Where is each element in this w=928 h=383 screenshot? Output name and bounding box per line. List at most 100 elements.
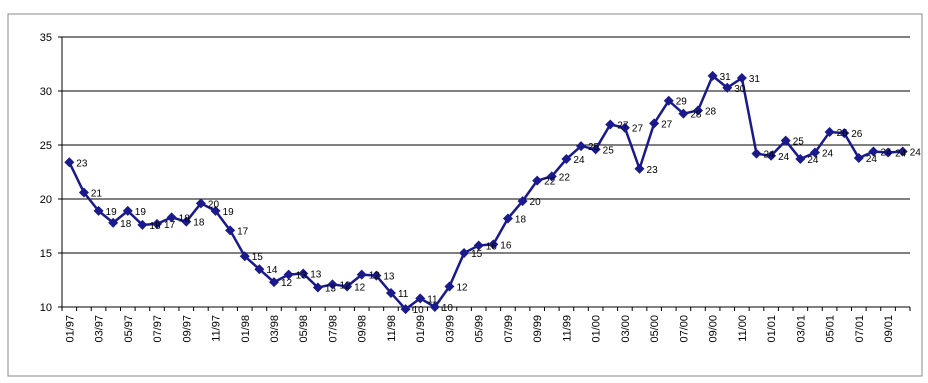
x-tick-label: 07/97 bbox=[152, 315, 164, 343]
data-label: 31 bbox=[720, 72, 732, 83]
data-point bbox=[473, 240, 484, 251]
data-point bbox=[298, 268, 309, 279]
data-label: 15 bbox=[252, 252, 264, 263]
data-point bbox=[532, 175, 543, 186]
x-tick-label: 01/01 bbox=[766, 315, 778, 343]
data-label: 23 bbox=[76, 158, 88, 169]
data-label: 11 bbox=[398, 289, 409, 300]
x-tick-label: 07/98 bbox=[327, 315, 339, 343]
data-point bbox=[239, 251, 250, 262]
data-label: 18 bbox=[149, 221, 161, 232]
data-point bbox=[269, 277, 279, 288]
data-point bbox=[502, 213, 513, 224]
data-label: 28 bbox=[690, 110, 702, 121]
data-label: 28 bbox=[705, 106, 717, 117]
x-tick-label: 11/99 bbox=[561, 315, 573, 342]
x-tick-label: 07/00 bbox=[678, 315, 690, 343]
data-point bbox=[590, 144, 601, 155]
data-label: 12 bbox=[456, 282, 468, 293]
data-point bbox=[225, 225, 236, 236]
x-tick-label: 11/97 bbox=[211, 315, 223, 342]
data-point bbox=[415, 293, 426, 304]
x-tick-label: 05/00 bbox=[649, 315, 661, 343]
data-point bbox=[561, 154, 572, 165]
x-tick-label: 03/01 bbox=[795, 315, 807, 343]
data-point bbox=[649, 118, 660, 129]
data-point bbox=[634, 163, 645, 174]
data-point bbox=[693, 105, 703, 116]
data-label: 13 bbox=[325, 284, 337, 295]
data-label: 12 bbox=[369, 271, 381, 282]
data-point bbox=[195, 198, 206, 209]
data-point bbox=[93, 205, 104, 216]
y-tick-label: 30 bbox=[40, 86, 52, 98]
data-point bbox=[371, 270, 382, 281]
data-point bbox=[809, 147, 820, 158]
data-label: 25 bbox=[588, 142, 600, 153]
x-tick-label: 01/97 bbox=[64, 315, 76, 343]
data-point bbox=[444, 281, 455, 292]
data-label: 10 bbox=[442, 303, 454, 314]
x-tick-label: 01/99 bbox=[415, 315, 427, 343]
x-tick-label: 09/00 bbox=[708, 315, 720, 343]
data-point bbox=[137, 219, 148, 230]
data-label: 27 bbox=[661, 119, 673, 130]
data-label: 19 bbox=[135, 207, 147, 218]
x-tick-label: 05/99 bbox=[474, 315, 486, 343]
data-label: 10 bbox=[413, 305, 425, 316]
data-label: 20 bbox=[530, 197, 542, 208]
y-tick-label: 25 bbox=[40, 140, 52, 152]
data-label: 13 bbox=[310, 270, 322, 281]
data-point bbox=[429, 302, 440, 312]
data-label: 24 bbox=[778, 152, 790, 163]
data-point bbox=[254, 264, 265, 275]
data-label: 24 bbox=[910, 147, 922, 158]
data-label: 20 bbox=[208, 199, 220, 210]
data-label: 17 bbox=[237, 226, 249, 237]
data-point bbox=[868, 146, 879, 157]
data-point bbox=[897, 146, 908, 157]
series-line bbox=[68, 74, 903, 311]
data-label: 13 bbox=[383, 272, 395, 283]
data-label: 12 bbox=[339, 280, 351, 291]
data-label: 24 bbox=[822, 149, 834, 160]
data-label: 18 bbox=[515, 214, 527, 225]
data-point bbox=[663, 95, 674, 106]
data-label: 22 bbox=[559, 172, 571, 183]
data-label: 11 bbox=[427, 294, 438, 305]
x-tick-label: 03/99 bbox=[444, 315, 456, 343]
data-point bbox=[459, 248, 470, 258]
x-tick-label: 09/97 bbox=[181, 315, 193, 343]
x-tick-label: 09/01 bbox=[883, 315, 895, 343]
data-label: 12 bbox=[281, 278, 293, 289]
x-tick-label: 03/97 bbox=[94, 315, 106, 343]
data-label: 26 bbox=[851, 129, 863, 140]
data-point bbox=[488, 239, 499, 250]
data-point bbox=[283, 269, 294, 280]
data-label: 24 bbox=[895, 149, 907, 160]
data-label: 26 bbox=[837, 128, 849, 139]
data-point bbox=[883, 147, 894, 158]
data-point bbox=[736, 73, 747, 84]
data-point bbox=[356, 269, 367, 280]
y-tick-label: 15 bbox=[40, 248, 52, 260]
data-point bbox=[824, 127, 835, 138]
x-tick-label: 03/98 bbox=[269, 315, 281, 343]
data-label: 24 bbox=[880, 147, 892, 158]
data-label: 24 bbox=[573, 155, 585, 166]
data-label: 25 bbox=[603, 145, 615, 156]
data-point bbox=[619, 122, 630, 133]
y-tick-label: 20 bbox=[40, 194, 52, 206]
x-tick-label: 09/98 bbox=[357, 315, 369, 343]
x-tick-label: 05/97 bbox=[123, 315, 135, 343]
data-point bbox=[385, 287, 396, 298]
data-point bbox=[166, 212, 177, 223]
x-tick-label: 07/01 bbox=[854, 315, 866, 343]
data-point bbox=[122, 205, 133, 216]
x-tick-label: 05/98 bbox=[298, 315, 310, 343]
x-tick-label: 11/00 bbox=[737, 315, 749, 342]
data-label: 24 bbox=[807, 155, 819, 166]
data-label: 17 bbox=[164, 220, 176, 231]
x-tick-label: 09/99 bbox=[532, 315, 544, 343]
data-point bbox=[312, 282, 323, 293]
